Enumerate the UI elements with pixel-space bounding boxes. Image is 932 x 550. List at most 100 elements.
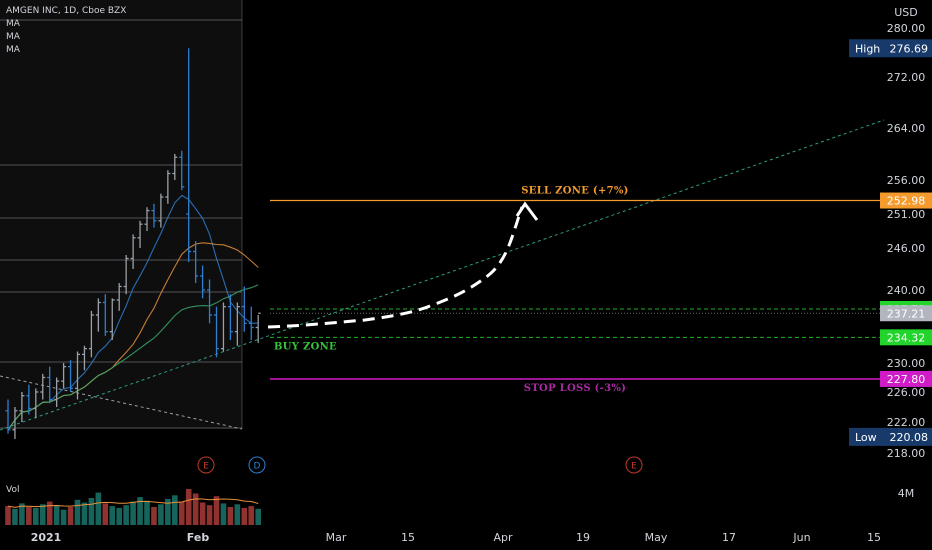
volume-bars: Vol: [5, 485, 261, 525]
time-tick-label: 2021: [31, 531, 62, 544]
event-marker-label: E: [631, 462, 637, 472]
high-tag-bg: [849, 39, 932, 58]
volume-bar: [206, 505, 213, 525]
volume-bar: [213, 496, 220, 525]
chart-history-panel: [0, 0, 243, 429]
time-tick-label: 15: [867, 531, 881, 544]
sell-zone-label: SELL ZONE (+7%): [521, 186, 628, 197]
volume-bar: [227, 507, 234, 525]
event-marker: [197, 456, 215, 474]
horizontal-grid: [0, 19, 242, 429]
time-tick-label: May: [645, 531, 668, 544]
buy-price-tag: 234.32: [887, 331, 926, 344]
event-marker-label: D: [254, 462, 261, 472]
volume-bar: [26, 507, 32, 525]
low-tag-label: Low: [855, 431, 877, 444]
price-tick-label: 251.00: [887, 208, 926, 221]
time-axis[interactable]: 2021 Feb Mar 15 Apr 19 May 17 Jun 15: [31, 531, 881, 544]
volume-bar: [19, 503, 25, 525]
buy-price-tag-bg: [880, 329, 932, 346]
volume-bar: [158, 504, 164, 525]
volume-bar: [5, 506, 11, 525]
low-tag-value: 220.08: [890, 431, 929, 444]
volume-scale-label: 4M: [898, 487, 915, 500]
time-tick-label: Feb: [187, 531, 210, 544]
volume-bar: [53, 505, 60, 525]
volume-bar: [255, 508, 261, 525]
price-tick-label: 222.00: [887, 416, 926, 429]
time-tick-label: 19: [576, 531, 590, 544]
volume-bar: [88, 498, 95, 525]
price-tick-label: 240.00: [887, 284, 926, 297]
volume-bar: [241, 507, 248, 525]
high-tag-label: High: [855, 42, 880, 55]
ma-legend-1[interactable]: MA: [6, 19, 20, 29]
projection-curve: [267, 206, 524, 329]
support-trend-line: [0, 119, 885, 431]
event-marker: [248, 456, 266, 474]
volume-bar: [81, 502, 88, 525]
volume-bar: [144, 500, 150, 525]
volume-bar: [116, 507, 122, 525]
volume-bar: [248, 506, 255, 525]
projection-path: [267, 201, 539, 329]
price-tick-label: 230.00: [887, 357, 926, 370]
volume-bar: [137, 497, 143, 525]
stop-loss-label: STOP LOSS (-3%): [524, 383, 626, 394]
low-tag-bg: [849, 427, 932, 446]
volume-bar: [234, 504, 241, 525]
current-price-tag: 237.21: [887, 307, 926, 320]
price-tick-label: 264.00: [887, 122, 926, 135]
volume-bar: [95, 492, 102, 525]
ma-legend-2[interactable]: MA: [6, 32, 20, 42]
price-levels: SELL ZONE (+7%) BUY ZONE STOP LOSS (-3%): [270, 186, 884, 394]
volume-bar: [123, 505, 129, 525]
currency-label: USD: [894, 6, 918, 19]
volume-bar: [130, 501, 136, 525]
candlesticks[interactable]: [5, 48, 261, 440]
volume-bar: [33, 507, 39, 525]
volume-bar: [192, 493, 199, 525]
price-axis[interactable]: USD 280.00 272.00 264.00 256.00 251.00 246.00 2…: [887, 6, 926, 500]
time-tick-label: 17: [722, 531, 736, 544]
projection-arrowhead: [515, 201, 539, 221]
chart-legend: AMGEN INC, 1D, Cboe BZX MA MA MA: [6, 5, 126, 57]
volume-bar: [102, 503, 109, 525]
volume-bar: [185, 489, 192, 525]
volume-bar: [12, 508, 18, 525]
price-tick-label: 218.00: [887, 447, 926, 460]
ma-legend-3[interactable]: MA: [6, 45, 20, 55]
volume-bar: [220, 503, 227, 525]
sell-price-tag: 252.98: [887, 195, 926, 208]
volume-bar: [67, 507, 74, 525]
price-tick-label: 246.00: [887, 242, 926, 255]
stop-price-tag: 227.80: [887, 373, 926, 386]
volume-bar: [46, 501, 53, 525]
volume-bar: [60, 509, 67, 525]
price-tick-label: 272.00: [887, 71, 926, 84]
current-price-tag-bg: [880, 305, 932, 322]
volume-ma-line: [7, 498, 259, 508]
time-tick-label: Mar: [326, 531, 347, 544]
descending-trend-line: [0, 375, 243, 430]
price-tick-label: 226.00: [887, 386, 926, 399]
time-tick-label: Apr: [493, 531, 513, 544]
volume-bar: [109, 506, 116, 525]
price-tags: High276.69252.98237.72237.21234.32227.80…: [849, 39, 932, 446]
volume-bar: [178, 501, 185, 525]
sell-price-tag-bg: [880, 192, 932, 209]
price-tick-label: 256.00: [887, 174, 926, 187]
symbol-title: AMGEN INC, 1D, Cboe BZX: [6, 6, 127, 16]
buy-zone-label: BUY ZONE: [274, 341, 337, 352]
stop-price-tag-bg: [880, 370, 932, 387]
price-tick-label: 280.00: [887, 22, 926, 35]
volume-bar: [199, 502, 206, 525]
volume-bar: [151, 507, 157, 525]
volume-bar: [165, 498, 171, 525]
event-marker-label: E: [203, 462, 209, 472]
time-tick-label: Jun: [792, 531, 810, 544]
trend-lines: [0, 119, 885, 431]
volume-bar: [39, 504, 46, 525]
